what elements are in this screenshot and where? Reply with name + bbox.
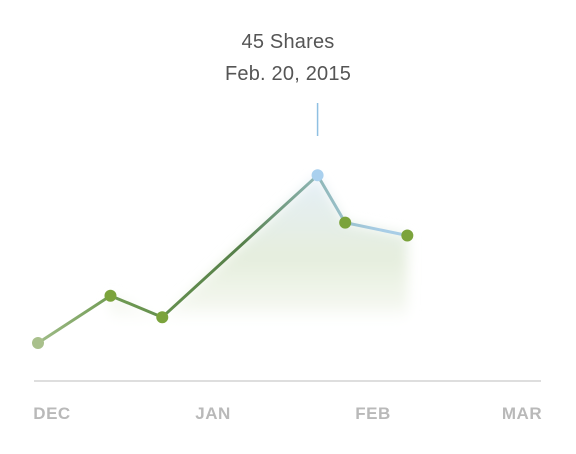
area-fill	[110, 175, 407, 327]
data-point[interactable]	[401, 230, 413, 242]
tooltip-date: Feb. 20, 2015	[0, 63, 576, 86]
area-fill-shape	[110, 175, 407, 327]
data-point[interactable]	[339, 217, 351, 229]
tooltip-value: 45 Shares	[0, 31, 576, 54]
x-axis-ticks: DEC JAN FEB MAR	[33, 404, 542, 423]
data-point[interactable]	[32, 337, 44, 349]
x-tick-label: FEB	[355, 404, 391, 423]
data-point[interactable]	[104, 290, 116, 302]
data-point[interactable]	[156, 311, 168, 323]
highlighted-data-point[interactable]	[312, 169, 324, 181]
x-tick-label: DEC	[33, 404, 70, 423]
x-tick-label: MAR	[502, 404, 542, 423]
x-tick-label: JAN	[195, 404, 231, 423]
